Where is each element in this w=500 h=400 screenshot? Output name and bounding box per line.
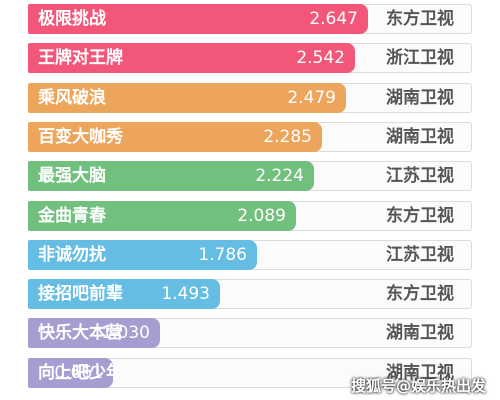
value-label: 1.030 [101, 323, 150, 343]
channel-label: 湖南卫视 [386, 127, 454, 147]
value-label: 2.224 [255, 166, 304, 186]
value-label: 2.089 [237, 206, 286, 226]
value-label: 1.493 [161, 284, 210, 304]
bar [28, 83, 346, 113]
watermark: 搜狐号@娱乐热出发 [350, 377, 486, 395]
bar [28, 201, 296, 231]
channel-label: 湖南卫视 [386, 323, 454, 343]
channel-label: 东方卫视 [386, 284, 454, 304]
bar [28, 279, 220, 309]
show-name-label: 快乐大本营 [38, 323, 123, 343]
show-name-label: 乘风破浪 [38, 88, 106, 108]
channel-label: 东方卫视 [386, 206, 454, 226]
channel-label: 湖南卫视 [386, 363, 454, 383]
bar [28, 240, 257, 270]
value-label: 0.661 [54, 363, 103, 383]
bar [28, 358, 113, 388]
value-label: 2.647 [309, 9, 358, 29]
bar [28, 161, 314, 191]
show-name-label: 向上吧少年 [38, 363, 123, 383]
channel-label: 湖南卫视 [386, 88, 454, 108]
bar [28, 43, 355, 73]
value-label: 1.786 [198, 245, 247, 265]
show-name-label: 最强大脑 [38, 166, 106, 186]
bar [28, 318, 160, 348]
show-name-label: 极限挑战 [38, 9, 106, 29]
channel-label: 江苏卫视 [386, 166, 454, 186]
channel-label: 东方卫视 [386, 9, 454, 29]
value-label: 2.285 [263, 127, 312, 147]
show-name-label: 非诚勿扰 [38, 245, 106, 265]
show-name-label: 接招吧前辈 [38, 284, 123, 304]
value-label: 2.542 [296, 48, 345, 68]
channel-label: 江苏卫视 [386, 245, 454, 265]
bar [28, 4, 368, 34]
show-name-label: 百变大咖秀 [38, 127, 123, 147]
show-name-label: 金曲青春 [38, 206, 106, 226]
value-label: 2.479 [287, 88, 336, 108]
channel-label: 浙江卫视 [386, 48, 454, 68]
bar [28, 122, 322, 152]
show-name-label: 王牌对王牌 [38, 48, 123, 68]
